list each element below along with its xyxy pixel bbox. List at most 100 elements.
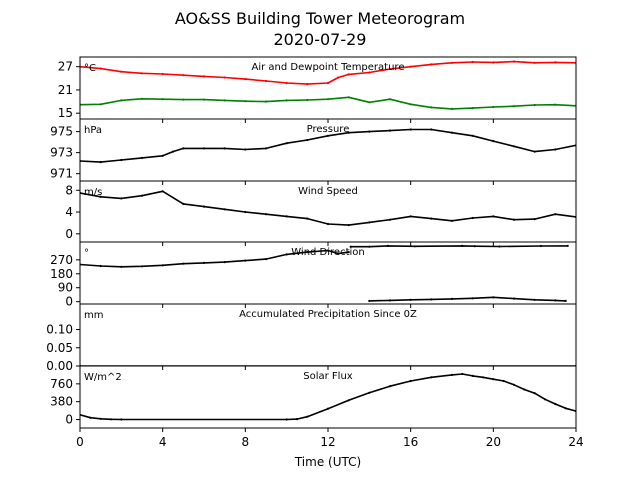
precipitation-unit: mm: [84, 310, 103, 321]
wind_direction-point: [413, 245, 416, 248]
wind_direction-point: [492, 296, 495, 299]
wind_direction-point: [430, 298, 433, 301]
wind_direction-point: [285, 253, 288, 256]
solar_flux-point: [306, 415, 309, 418]
wind_direction-point: [202, 261, 206, 264]
wind_direction-ytick-label: 180: [50, 267, 73, 281]
temperature-point: [409, 65, 412, 68]
wind_speed-ytick-label: 8: [65, 183, 73, 197]
solar_flux-point: [564, 407, 567, 410]
wind_speed-point: [285, 215, 288, 218]
wind_direction-point: [140, 265, 144, 268]
pressure-point: [120, 158, 123, 162]
pressure-point: [202, 147, 206, 150]
wind_speed-point: [120, 197, 123, 200]
solar_flux-point: [295, 418, 299, 421]
pressure-point: [347, 131, 350, 134]
solar_flux-point: [368, 391, 371, 394]
wind_direction-point: [306, 251, 309, 254]
temperature-point: [492, 105, 495, 109]
wind_speed-point: [306, 217, 309, 220]
temperature-point: [430, 63, 433, 66]
wind_speed-point: [223, 208, 226, 211]
x-tick-label: 4: [159, 435, 167, 449]
wind_direction-ytick-label: 270: [50, 253, 73, 267]
temperature-point: [337, 76, 340, 79]
x-tick-label: 20: [486, 435, 501, 449]
pressure-point: [512, 145, 516, 148]
wind_speed-point: [430, 217, 433, 220]
wind_direction-point: [512, 297, 516, 300]
pressure-point: [430, 128, 433, 131]
wind_speed-point: [492, 215, 495, 218]
wind_direction-point: [539, 244, 543, 248]
temperature-point: [202, 98, 206, 101]
precipitation-ytick-label: 0.00: [46, 359, 73, 373]
pressure-series-0: [80, 128, 576, 163]
temperature-title: Air and Dewpoint Temperature: [252, 62, 405, 73]
solar_flux-point: [99, 417, 102, 420]
solar_flux-point: [89, 416, 92, 419]
wind_direction-ytick-label: 90: [58, 281, 73, 295]
wind_direction-point: [264, 258, 268, 261]
wind_direction-point: [533, 298, 536, 301]
solar_flux-point: [109, 418, 113, 421]
solar_flux-point: [554, 402, 557, 406]
pressure-point: [182, 147, 185, 150]
temperature-point: [223, 99, 226, 102]
wind_speed-point: [202, 205, 206, 208]
pressure-ytick-label: 975: [50, 125, 73, 139]
pressure-point: [326, 134, 330, 137]
wind_speed-point: [326, 222, 330, 226]
temperature-point: [264, 79, 268, 83]
temperature-point: [306, 98, 309, 102]
solar_flux-point: [409, 379, 412, 383]
wind_speed-unit: m/s: [84, 187, 102, 198]
solar_flux-point: [492, 378, 495, 381]
panel-solar_flux: 0 380 760 W/m^2 Solar Flux: [50, 365, 577, 432]
wind_direction-title: Wind Direction: [291, 247, 365, 258]
pressure-point: [388, 129, 392, 132]
temperature-point: [471, 107, 474, 110]
temperature-point: [347, 96, 350, 99]
pressure-point: [471, 134, 474, 137]
wind_speed-point: [512, 218, 516, 221]
temperature-point: [492, 61, 495, 64]
temperature-point: [450, 61, 454, 64]
wind_speed-point: [264, 213, 268, 216]
wind_speed-point: [388, 218, 392, 221]
precipitation-ytick-label: 0.10: [46, 323, 73, 337]
temperature-point: [326, 98, 330, 101]
wind_direction-point: [337, 252, 340, 255]
pressure-ytick-label: 973: [50, 146, 73, 160]
wind_direction-point: [99, 264, 102, 268]
solar_flux-ytick-label: 0: [65, 413, 73, 427]
solar_flux-point: [533, 392, 536, 395]
pressure-unit: hPa: [84, 125, 102, 136]
panel-precipitation: 0.00 0.05 0.10 mm Accumulated Precipitation …: [46, 303, 577, 373]
temperature-point: [368, 101, 371, 104]
wind_direction-series-2: [350, 245, 568, 248]
temperature-point: [388, 67, 392, 71]
x-tick-label: 12: [320, 435, 335, 449]
temperature-point: [554, 103, 557, 106]
wind_direction-point: [386, 244, 389, 247]
temperature-point: [554, 61, 557, 64]
temperature-point: [99, 67, 102, 70]
wind_speed-point: [533, 218, 536, 221]
wind_direction-point: [498, 245, 501, 248]
temperature-point: [202, 75, 206, 78]
temperature-point: [161, 72, 164, 76]
wind_speed-ytick-label: 0: [65, 227, 73, 241]
solar_flux-point: [120, 418, 123, 421]
temperature-point: [533, 103, 536, 107]
solar_flux-point: [388, 385, 392, 388]
wind_direction-point: [161, 264, 164, 267]
chart-subtitle: 2020-07-29: [274, 30, 367, 49]
temperature-point: [120, 99, 123, 102]
temperature-point: [244, 100, 247, 103]
solar_flux-point: [502, 379, 505, 383]
wind_direction-point: [566, 244, 569, 247]
temperature-point: [347, 73, 350, 76]
